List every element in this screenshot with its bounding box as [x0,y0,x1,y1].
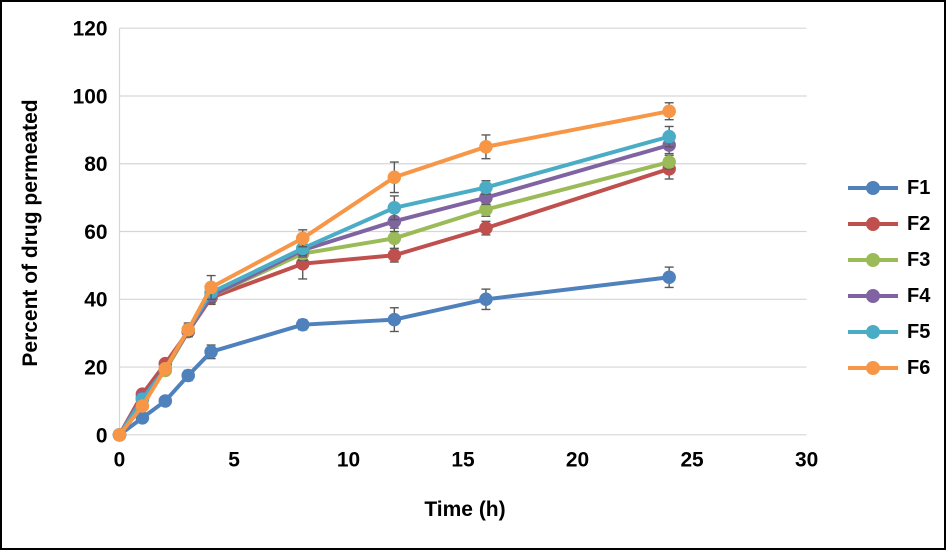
legend-label-F2: F2 [907,212,931,235]
legend-item-F5: F5 [848,314,930,350]
data-point-F2-t12 [387,248,402,262]
data-point-F6-t24 [662,104,676,118]
x-axis-title: Time (h) [424,498,506,521]
y-tick-label-60: 60 [84,221,107,244]
data-point-F6-t16 [479,140,493,154]
legend-item-F2: F2 [848,206,930,242]
legend-marker-icon [848,361,898,375]
data-point-F4-t12 [387,214,402,229]
data-point-F3-t12 [387,231,402,246]
data-point-F1-t1 [135,411,150,425]
data-point-F1-t24 [662,270,676,285]
data-point-F6-t8 [295,231,310,246]
legend-marker-icon [848,325,898,339]
data-point-F2-t16 [479,221,493,235]
legend-item-F3: F3 [848,242,930,278]
legend-item-F4: F4 [848,278,930,314]
legend-marker-icon [848,253,898,267]
x-tick-label-0: 0 [114,449,126,472]
data-point-F6-t3 [181,323,195,337]
legend-marker-icon [848,181,898,195]
legend: F1 F2 F3 F4 F5 F6 [848,170,930,386]
x-tick-label-5: 5 [228,449,240,472]
x-tick-label-30: 30 [795,449,818,472]
x-tick-label-10: 10 [337,449,360,472]
data-point-F1-t12 [387,312,402,327]
data-point-F6-t1 [135,399,150,413]
legend-label-F6: F6 [907,356,931,379]
y-tick-label-20: 20 [84,357,107,380]
data-point-F1-t3 [181,368,195,383]
legend-label-F5: F5 [907,320,931,343]
x-tick-label-25: 25 [680,449,704,472]
data-point-F5-t24 [662,129,676,144]
y-axis-title: Percent of drug permeated [19,99,42,367]
data-point-F6-t4 [204,280,218,295]
data-point-F5-t8 [295,241,310,256]
legend-label-F4: F4 [907,284,931,307]
legend-item-F1: F1 [848,170,930,206]
x-tick-label-15: 15 [451,449,475,472]
data-point-F1-t4 [204,345,218,359]
data-point-F1-t2 [158,394,173,408]
legend-label-F1: F1 [907,176,931,199]
data-point-F1-t16 [479,292,493,307]
data-point-F3-t16 [479,202,493,217]
y-tick-label-120: 120 [73,18,108,41]
data-point-F3-t24 [662,155,676,169]
data-point-F6-t0 [112,428,127,442]
legend-marker-icon [848,289,898,303]
data-point-F1-t8 [295,317,310,332]
legend-marker-icon [848,217,898,231]
y-tick-label-100: 100 [73,85,108,108]
legend-label-F3: F3 [907,248,931,271]
y-tick-label-80: 80 [84,153,107,176]
y-tick-label-40: 40 [84,289,107,312]
data-point-F5-t16 [479,180,493,195]
data-point-F6-t2 [158,362,173,376]
data-point-F6-t12 [387,170,402,185]
legend-item-F6: F6 [848,350,930,386]
data-point-F5-t12 [387,201,402,215]
x-tick-label-20: 20 [566,449,589,472]
y-tick-label-0: 0 [96,424,108,447]
